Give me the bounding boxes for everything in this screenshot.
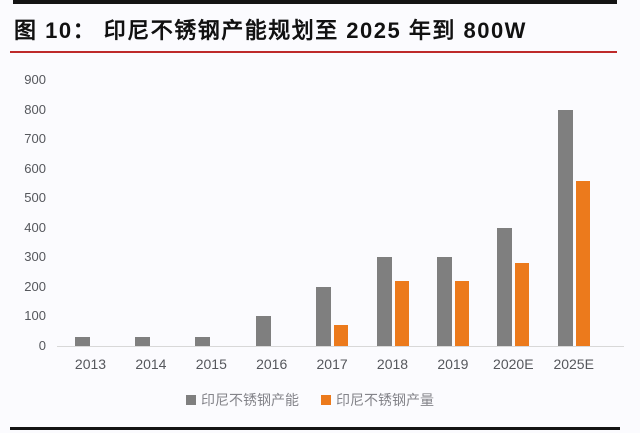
legend-swatch-output-icon <box>321 395 331 405</box>
legend-label-output: 印尼不锈钢产量 <box>336 392 434 408</box>
y-tick-label-0: 0 <box>38 338 46 353</box>
bar-capacity-2019 <box>436 257 452 346</box>
bar-capacity-2025E <box>557 109 573 346</box>
y-tick-label-900: 900 <box>24 72 46 87</box>
bar-capacity-2015 <box>195 337 211 346</box>
bar-capacity-2017 <box>316 286 332 346</box>
bar-output-2025E <box>575 180 590 346</box>
y-tick-label-800: 800 <box>24 101 46 117</box>
x-tick-label-2016: 2016 <box>256 356 288 372</box>
bar-output-2020E <box>515 263 530 346</box>
bottom-divider <box>10 427 620 430</box>
bar-output-2018 <box>394 280 409 346</box>
figure-title: 图 10： 印尼不锈钢产能规划至 2025 年到 800W <box>14 18 527 43</box>
title-underline <box>10 51 617 53</box>
y-tick-label-200: 200 <box>24 278 46 294</box>
x-tick-label-2017: 2017 <box>316 356 348 372</box>
legend: 印尼不锈钢产能 印尼不锈钢产量 <box>186 390 434 410</box>
y-tick-label-100: 100 <box>24 308 46 324</box>
top-divider <box>13 0 617 4</box>
y-tick-label-400: 400 <box>24 219 46 235</box>
bar-capacity-2020E <box>497 227 513 346</box>
legend-swatch-capacity-icon <box>186 395 196 405</box>
bar-capacity-2014 <box>134 337 150 346</box>
x-tick-label-2014: 2014 <box>135 356 167 372</box>
bar-output-2019 <box>454 280 469 346</box>
bar-capacity-2018 <box>376 257 392 346</box>
legend-item-output: 印尼不锈钢产量 <box>321 390 434 410</box>
x-tick-label-2015: 2015 <box>195 356 227 372</box>
bar-capacity-2013 <box>74 337 90 346</box>
legend-item-capacity: 印尼不锈钢产能 <box>186 390 299 410</box>
bar-output-2017 <box>334 325 349 346</box>
y-tick-label-500: 500 <box>24 190 46 206</box>
y-tick-label-600: 600 <box>24 160 46 176</box>
plot-area <box>57 80 624 347</box>
y-tick-label-300: 300 <box>24 249 46 265</box>
x-tick-label-2018: 2018 <box>376 356 409 372</box>
x-tick-label-2020E: 2020E <box>493 356 534 372</box>
bar-capacity-2016 <box>255 316 271 346</box>
legend-label-capacity: 印尼不锈钢产能 <box>201 392 299 408</box>
x-tick-label-2019: 2019 <box>437 356 469 372</box>
x-tick-label-2013: 2013 <box>74 356 107 372</box>
x-tick-label-2025E: 2025E <box>553 356 594 372</box>
y-tick-label-700: 700 <box>24 131 46 147</box>
